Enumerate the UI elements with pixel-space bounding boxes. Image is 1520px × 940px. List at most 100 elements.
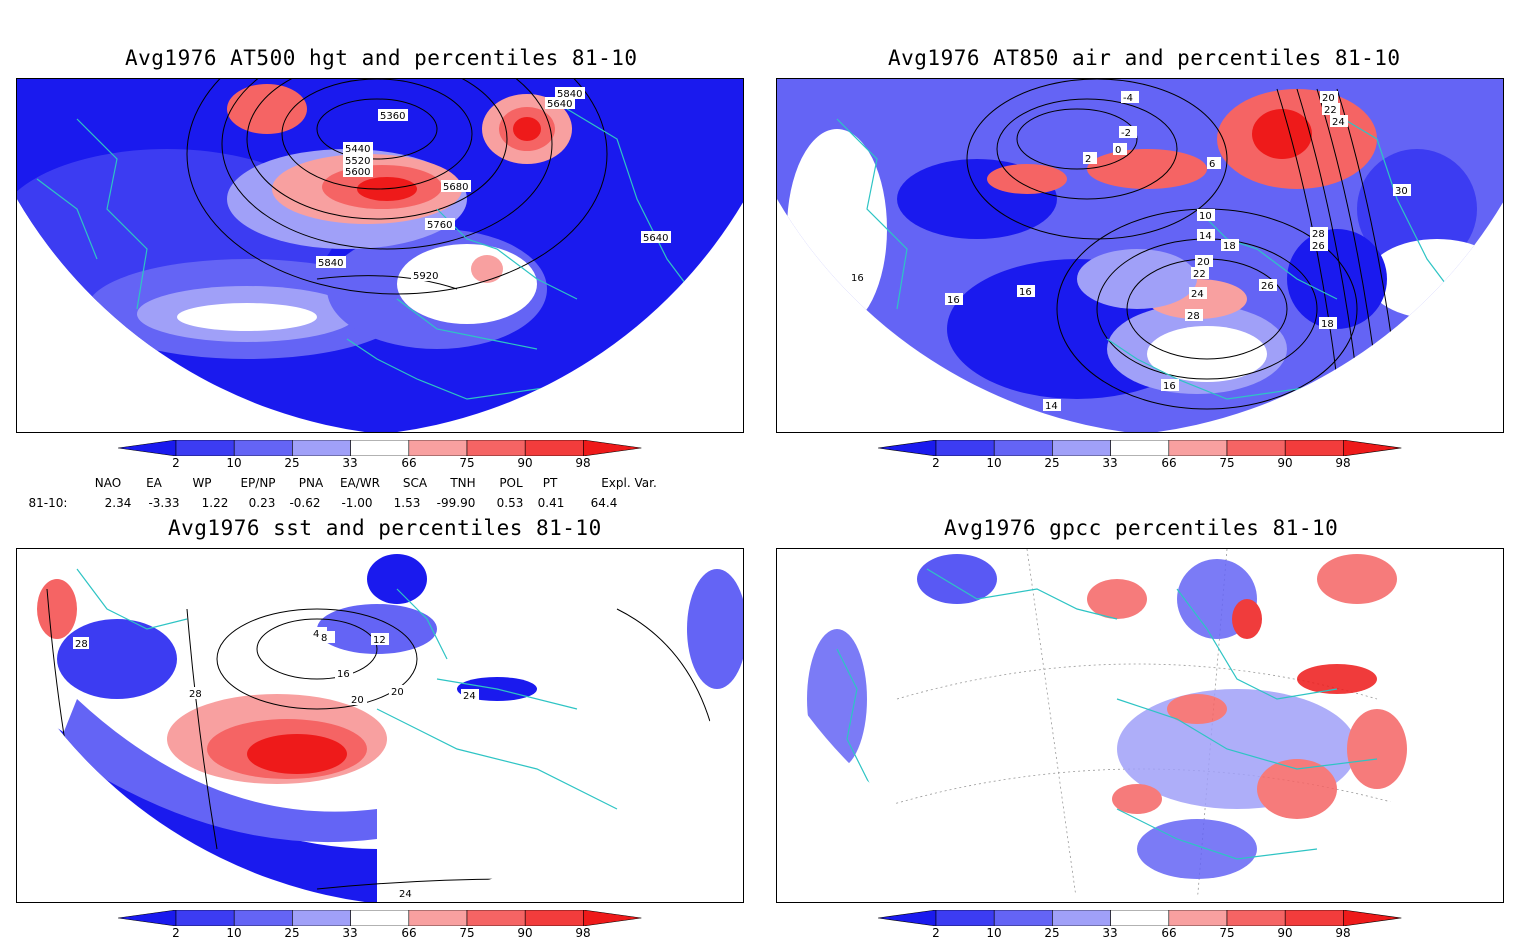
colorbar-swatch: [524, 439, 584, 457]
panel-title-gpcc: Avg1976 gpcc percentiles 81-10: [944, 516, 1339, 540]
colorbar-tick: 2: [172, 456, 180, 470]
colorbar-swatch: [935, 439, 995, 457]
colorbar-swatch: [117, 439, 177, 457]
colorbar-air: [877, 439, 1403, 457]
contour-label: 26: [1312, 241, 1325, 252]
colorbar-tick: 33: [342, 456, 358, 470]
contour-label: 16: [851, 273, 864, 284]
contour-label: 28: [1187, 311, 1200, 322]
colorbar-swatch: [1284, 439, 1344, 457]
contour-label: 28: [1312, 229, 1325, 240]
colorbar-tick: 25: [1044, 456, 1060, 470]
colorbar-swatch: [877, 909, 937, 927]
colorbar-tick: 10: [226, 456, 242, 470]
contour-label: 12: [373, 635, 386, 646]
map-hgt: 5360 5440 5520 5600 5680 5760 5840 5920 …: [16, 78, 744, 433]
contour-label: 6: [1209, 159, 1215, 170]
index-header-pna: PNA: [298, 476, 324, 490]
colorbar-tick: 98: [575, 926, 591, 940]
index-value-epnp: 0.23: [248, 496, 276, 510]
colorbar-swatch: [935, 909, 995, 927]
colorbar-swatch: [583, 439, 642, 457]
colorbar-tick: 25: [1044, 926, 1060, 940]
panel-title-sst: Avg1976 sst and percentiles 81-10: [168, 516, 602, 540]
colorbar-swatch: [233, 909, 293, 927]
colorbar-tick: 2: [932, 456, 940, 470]
colorbar-labels-hgt: 2 10 25 33 66 75 90 98: [118, 456, 643, 472]
colorbar-tick: 25: [284, 926, 300, 940]
contour-label: 2: [1085, 154, 1091, 165]
colorbar-tick: 25: [284, 456, 300, 470]
index-header-pol: POL: [499, 476, 523, 490]
contour-label: 22: [1324, 105, 1337, 116]
contour-label: 8: [321, 633, 327, 644]
contour-label: 24: [1191, 289, 1204, 300]
contour-label: 24: [1332, 117, 1345, 128]
contour-label: 5440: [345, 144, 370, 155]
panel-title-air: Avg1976 AT850 air and percentiles 81-10: [888, 46, 1401, 70]
contour-label: 5600: [345, 167, 370, 178]
contour-label: 16: [337, 669, 350, 680]
contour-label: 24: [399, 889, 412, 900]
colorbar-swatch: [466, 909, 526, 927]
index-header-sca: SCA: [402, 476, 428, 490]
colorbar-tick: 90: [1277, 456, 1293, 470]
colorbar-tick: 10: [986, 926, 1002, 940]
index-value-ea: -3.33: [148, 496, 180, 510]
index-header-pt: PT: [542, 476, 558, 490]
index-value-pol: 0.53: [496, 496, 524, 510]
colorbar-swatch: [1226, 909, 1286, 927]
index-value-nao: 2.34: [104, 496, 132, 510]
colorbar-tick: 75: [459, 926, 475, 940]
index-value-pna: -0.62: [289, 496, 321, 510]
colorbar-hgt: [117, 439, 643, 457]
colorbar-swatch: [1110, 439, 1170, 457]
colorbar-swatch: [292, 909, 351, 927]
map-air: -4 -2 0 2 20 22 24 6 10 14 18 20 22 24 2…: [776, 78, 1504, 433]
contour-label: 28: [189, 689, 202, 700]
contour-label: 22: [1193, 269, 1206, 280]
index-header-eawr: EA/WR: [339, 476, 381, 490]
colorbar-swatch: [1284, 909, 1344, 927]
colorbar-swatch: [466, 439, 526, 457]
colorbar-swatch: [583, 909, 642, 927]
index-header-nao: NAO: [94, 476, 122, 490]
colorbar-tick: 10: [226, 926, 242, 940]
colorbar-tick: 75: [459, 456, 475, 470]
colorbar-tick: 75: [1219, 456, 1235, 470]
colorbar-labels-gpcc: 2 10 25 33 66 75 90 98: [878, 926, 1403, 940]
colorbar-swatch: [993, 909, 1053, 927]
map-sst: 28 28 4 8 12 16 20 20 24 24: [16, 548, 744, 903]
colorbar-tick: 75: [1219, 926, 1235, 940]
contour-label: 5640: [547, 99, 572, 110]
colorbar-swatch: [524, 909, 584, 927]
contour-label: 20: [351, 695, 364, 706]
indices-headers: NAO EA WP EP/NP PNA EA/WR SCA TNH POL PT…: [0, 476, 760, 492]
contour-label: 24: [463, 691, 476, 702]
colorbar-tick: 90: [517, 456, 533, 470]
colorbar-tick: 10: [986, 456, 1002, 470]
contour-label: -4: [1123, 93, 1133, 104]
contour-label: -2: [1121, 128, 1131, 139]
colorbar-swatch: [175, 909, 235, 927]
index-value-wp: 1.22: [201, 496, 229, 510]
contour-label: 10: [1199, 211, 1212, 222]
colorbar-tick: 66: [1161, 926, 1177, 940]
colorbar-tick: 90: [517, 926, 533, 940]
map-gpcc: [776, 548, 1504, 903]
colorbar-swatch: [1052, 439, 1111, 457]
contour-label: 0: [1115, 145, 1121, 156]
colorbar-tick: 2: [932, 926, 940, 940]
colorbar-swatch: [1343, 909, 1402, 927]
contour-label: 20: [1322, 93, 1335, 104]
contour-label: 5840: [318, 258, 343, 269]
contour-label: 5920: [413, 271, 438, 282]
colorbar-tick: 66: [1161, 456, 1177, 470]
colorbar-tick: 33: [342, 926, 358, 940]
colorbar-tick: 98: [1335, 926, 1351, 940]
colorbar-swatch: [1052, 909, 1111, 927]
colorbar-tick: 98: [575, 456, 591, 470]
index-value-sca: 1.53: [393, 496, 421, 510]
colorbar-swatch: [1110, 909, 1170, 927]
contour-label: 14: [1045, 401, 1058, 412]
